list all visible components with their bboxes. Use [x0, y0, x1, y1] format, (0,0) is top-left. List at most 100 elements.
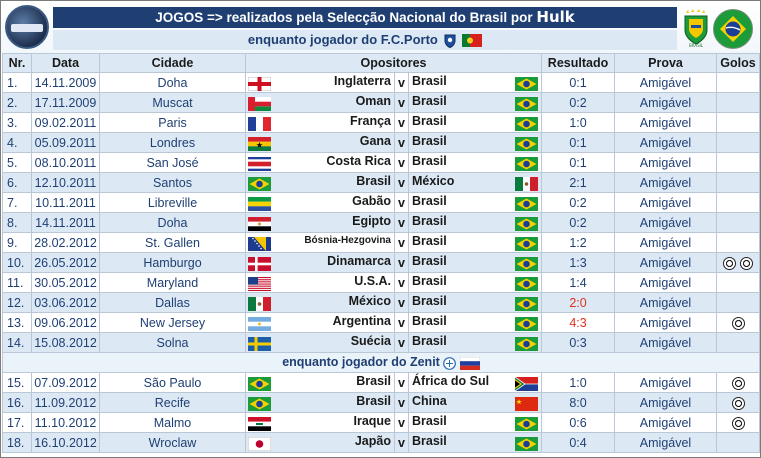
cell-home: México: [245, 292, 395, 313]
table-row: 11. 30.05.2012 Maryland U.S.A. v Brasil 1:4 Ami…: [2, 272, 761, 293]
flag-brazil-icon: [515, 236, 539, 251]
cell-prova: Amigável: [614, 332, 718, 353]
table-row: 5. 08.10.2011 San José Costa Rica v Brasil 0:1…: [2, 152, 761, 173]
table-row: 10. 26.05.2012 Hamburgo Dinamarca v Brasil 1:3…: [2, 252, 761, 273]
cell-golos: [716, 332, 761, 353]
cell-away: Brasil: [407, 432, 543, 453]
cell-prova: Amigável: [614, 172, 718, 193]
russia-flag-icon: [459, 356, 480, 370]
flag-gabon-icon: [248, 196, 271, 211]
cell-away: México: [407, 172, 543, 193]
section-zenit: enquanto jogador do Zenit: [1, 352, 761, 373]
cell-prova: Amigável: [614, 152, 718, 173]
title-prefix: JOGOS => realizados pela Selecção Nacion…: [155, 10, 537, 25]
cell-data: 08.10.2011: [31, 152, 100, 173]
flag-ghana-icon: [248, 136, 271, 151]
zenit-badge-icon: [443, 356, 457, 370]
cell-away: Brasil: [407, 252, 543, 273]
cell-nr: 4.: [2, 132, 32, 153]
cell-home: França: [245, 112, 395, 133]
cell-prova: Amigável: [614, 72, 718, 93]
home-team: Brasil: [356, 374, 391, 389]
football-icon: [740, 256, 754, 270]
cell-resultado: 2:0: [541, 292, 616, 313]
cell-home: Brasil: [245, 372, 395, 393]
cell-home: Suécia: [245, 332, 395, 353]
home-team: França: [350, 114, 391, 129]
cell-golos: [716, 412, 761, 433]
cell-golos: [716, 372, 761, 393]
cell-cidade: Hamburgo: [99, 252, 246, 273]
flag-sweden-icon: [248, 336, 271, 351]
title-player: Hulk: [536, 8, 575, 26]
cell-vs: v: [394, 312, 409, 333]
cell-prova: Amigável: [614, 232, 718, 253]
cell-golos: [716, 252, 761, 273]
cell-home: U.S.A.: [245, 272, 395, 293]
flag-brazil-icon: [248, 396, 271, 411]
cell-prova: Amigável: [614, 312, 718, 333]
away-team: Brasil: [412, 314, 447, 329]
header: JOGOS => realizados pela Selecção Nacion…: [1, 1, 760, 53]
flag-england-icon: [248, 76, 271, 91]
cell-data: 16.10.2012: [31, 432, 100, 453]
cell-resultado: 0:4: [541, 432, 616, 453]
cell-resultado: 0:1: [541, 152, 616, 173]
cell-home: Brasil: [245, 172, 395, 193]
cell-nr: 12.: [2, 292, 32, 313]
cell-data: 14.11.2011: [31, 212, 100, 233]
portugal-flag-icon: [462, 34, 483, 48]
col-cidade: Cidade: [99, 53, 246, 73]
cell-data: 05.09.2011: [31, 132, 100, 153]
cell-prova: Amigável: [614, 272, 718, 293]
away-team: Brasil: [412, 434, 447, 449]
football-icon: [731, 316, 745, 330]
table-row: 16. 11.09.2012 Recife Brasil v China 8:0 Amigáv…: [2, 392, 761, 413]
cell-golos: [716, 92, 761, 113]
cell-prova: Amigável: [614, 112, 718, 133]
cell-cidade: Londres: [99, 132, 246, 153]
home-team: Iraque: [353, 414, 391, 429]
cell-cidade: Santos: [99, 172, 246, 193]
cell-cidade: Maryland: [99, 272, 246, 293]
flag-brazil-icon: [515, 216, 539, 231]
flag-mexico-icon: [248, 296, 271, 311]
flag-costarica-icon: [248, 156, 271, 171]
away-team: Brasil: [412, 114, 447, 129]
table-row: 1. 14.11.2009 Doha Inglaterra v Brasil 0:1 Amig…: [2, 72, 761, 93]
cell-prova: Amigável: [614, 252, 718, 273]
away-team: Brasil: [412, 414, 447, 429]
flag-france-icon: [248, 116, 271, 131]
flag-brazil-icon: [515, 336, 539, 351]
away-team: África do Sul: [412, 374, 490, 389]
cell-data: 14.11.2009: [31, 72, 100, 93]
flag-china-icon: [515, 396, 539, 411]
home-team: Bósnia-Hezgovina: [304, 234, 391, 246]
away-team: Brasil: [412, 154, 447, 169]
cell-home: Iraque: [245, 412, 395, 433]
subtitle-porto-text: enquanto jogador do F.C.Porto: [247, 32, 438, 47]
cell-nr: 7.: [2, 192, 32, 213]
cell-away: Brasil: [407, 292, 543, 313]
cell-vs: v: [394, 112, 409, 133]
cell-prova: Amigável: [614, 292, 718, 313]
table-row: 7. 10.11.2011 Libreville Gabão v Brasil 0:2 Ami…: [2, 192, 761, 213]
flag-brazil-icon: [515, 76, 539, 91]
cell-nr: 13.: [2, 312, 32, 333]
cell-golos: [716, 272, 761, 293]
flag-bosnia-icon: [248, 236, 271, 251]
table-row: 13. 09.06.2012 New Jersey Argentina v Brasil 4…: [2, 312, 761, 333]
cell-nr: 2.: [2, 92, 32, 113]
away-team: México: [412, 174, 455, 189]
cell-resultado: 1:0: [541, 372, 616, 393]
cell-resultado: 8:0: [541, 392, 616, 413]
cell-golos: [716, 152, 761, 173]
cell-golos: [716, 212, 761, 233]
cell-home: Gabão: [245, 192, 395, 213]
cell-nr: 15.: [2, 372, 32, 393]
cell-golos: [716, 72, 761, 93]
cell-prova: Amigável: [614, 412, 718, 433]
cell-nr: 8.: [2, 212, 32, 233]
cell-home: Dinamarca: [245, 252, 395, 273]
flag-brazil-icon: [515, 436, 539, 451]
